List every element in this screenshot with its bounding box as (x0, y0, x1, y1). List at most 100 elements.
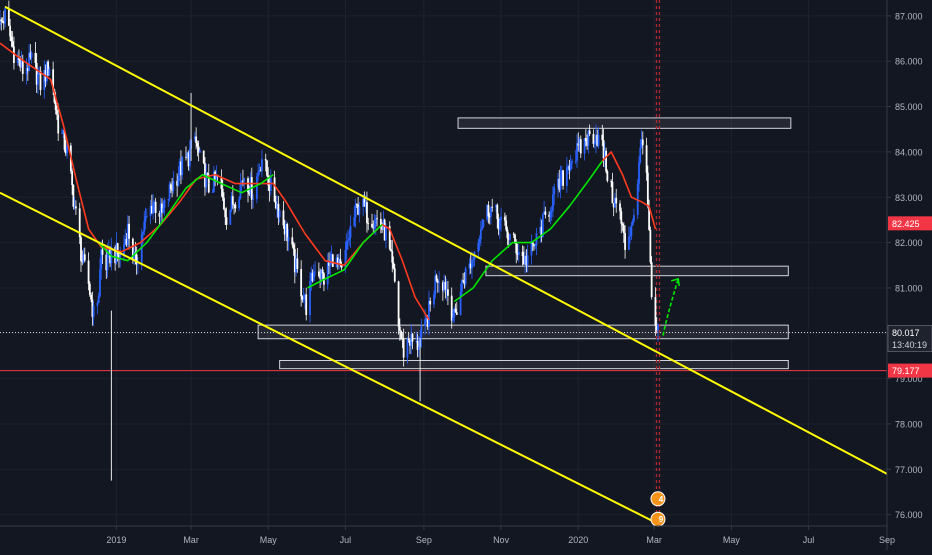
candle-body (565, 167, 568, 186)
candle-body (331, 254, 334, 267)
x-tick-label: Jul (340, 535, 352, 545)
candle-body (80, 237, 82, 261)
candle-body (345, 241, 348, 250)
candle-body (295, 258, 297, 273)
candle-body (605, 150, 607, 172)
candle-body (314, 271, 316, 273)
candle-body (178, 161, 181, 176)
candle-body (506, 229, 509, 239)
candle-body (482, 219, 485, 227)
candle-body (525, 255, 528, 266)
x-tick-label: Jul (803, 535, 815, 545)
y-tick-label: 81.000 (895, 283, 923, 293)
candle-body (215, 175, 218, 180)
candle-body (611, 181, 614, 204)
candle-body (20, 59, 23, 68)
candle-body (159, 203, 162, 217)
candle-body (199, 150, 201, 153)
candle-body (211, 192, 214, 194)
candle-body (548, 214, 551, 217)
candle-body (150, 206, 153, 214)
candle-body (142, 231, 144, 235)
candle-body (366, 202, 368, 224)
candle-body (569, 163, 572, 171)
candle-body (195, 136, 198, 144)
candle-body (4, 8, 6, 24)
candle-body (398, 326, 401, 331)
candle-body (45, 61, 48, 82)
candle-body (96, 302, 99, 306)
candle-body (234, 204, 237, 209)
candle-body (486, 205, 489, 220)
candle-body (409, 340, 411, 346)
candle-body (66, 145, 68, 154)
candle-body (469, 263, 472, 269)
candle-body (631, 221, 634, 226)
y-tick-label: 82.000 (895, 238, 923, 248)
candle-body (645, 145, 648, 173)
candle-body (125, 238, 128, 245)
trendlines-layer[interactable] (0, 5, 888, 525)
candle-body (207, 175, 210, 193)
candle-body (540, 226, 543, 237)
candle-body (321, 269, 324, 274)
candle-body (137, 262, 139, 265)
candle-body (135, 254, 138, 265)
candle-body (498, 220, 501, 230)
candle-body (392, 262, 395, 269)
candle-body (16, 57, 19, 64)
arrow-layer (662, 277, 681, 336)
candle-body (443, 281, 446, 291)
price-label-text: 82.425 (892, 219, 920, 229)
candle-body (550, 210, 553, 212)
candle-body (114, 247, 117, 264)
candle-body (123, 243, 125, 254)
candle-body (428, 300, 430, 327)
candle-body (206, 173, 209, 176)
candle-body (444, 281, 447, 290)
y-tick-label: 76.000 (895, 510, 923, 520)
moving-average-line (601, 151, 657, 230)
candle-body (490, 206, 492, 217)
candle-body (478, 239, 481, 243)
candle-body (88, 283, 91, 295)
moving-average-line (98, 173, 274, 262)
candle-body (221, 188, 224, 198)
candle-body (610, 180, 613, 182)
y-tick-label: 83.000 (895, 193, 923, 203)
candle-body (415, 340, 418, 342)
candle-body (638, 162, 640, 184)
candle-body (287, 237, 290, 242)
candle-body (197, 146, 200, 153)
candle-body (35, 62, 38, 85)
candle-body (393, 268, 396, 282)
grid (0, 0, 888, 526)
time-axis[interactable]: 2019 Mar May Jul Sep Nov 2020 Mar May Jul Sep (0, 525, 895, 545)
candle-body (168, 184, 171, 200)
candle-body (621, 223, 624, 226)
candle-body (107, 248, 110, 252)
candle-body (491, 206, 494, 208)
candle-body (258, 170, 261, 173)
candle-body (509, 233, 511, 240)
candle-body (231, 196, 234, 205)
x-tick-label: Mar (183, 535, 199, 545)
candle-body (522, 256, 525, 265)
candle-body (534, 245, 537, 247)
candle-body (454, 308, 457, 313)
candle-body (624, 233, 626, 250)
candle-body (61, 133, 63, 134)
candle-body (277, 203, 280, 218)
price-label-subtext: 13:40:19 (892, 340, 927, 350)
events-layer[interactable]: 49 (650, 491, 666, 527)
candle-body (568, 165, 571, 171)
candle-body (329, 259, 332, 266)
candle-body (101, 249, 104, 255)
y-tick-label: 77.000 (895, 465, 923, 475)
y-tick-label: 84.000 (895, 147, 923, 157)
candle-body (416, 340, 419, 350)
candle-body (268, 185, 271, 191)
candle-body (37, 74, 39, 85)
